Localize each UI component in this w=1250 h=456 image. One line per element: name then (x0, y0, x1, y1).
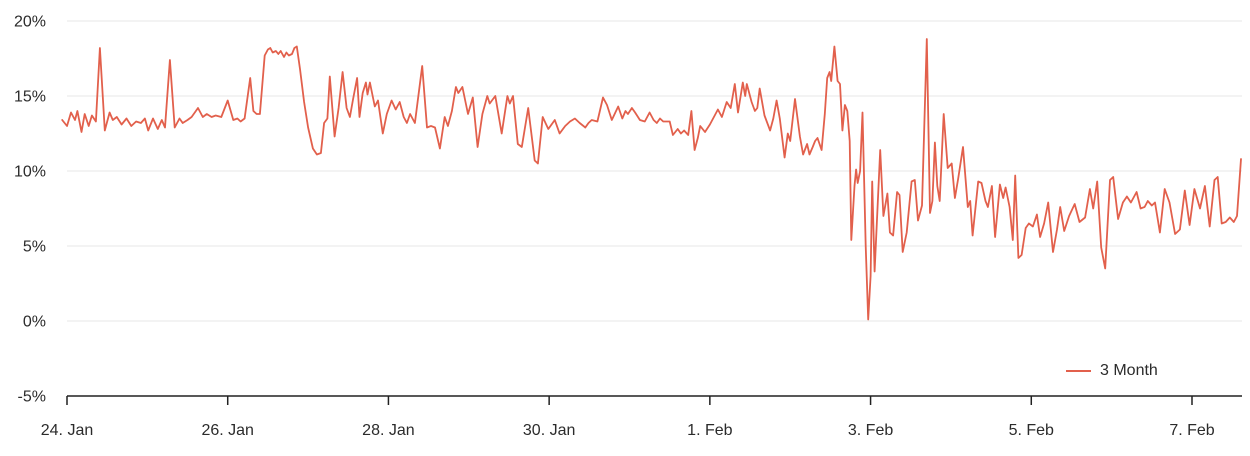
series-line-3-month[interactable] (61, 38, 1242, 321)
y-axis-label-10%: 10% (14, 164, 46, 181)
x-axis-label-30. Jan: 30. Jan (523, 422, 575, 439)
x-axis-label-3. Feb: 3. Feb (848, 422, 893, 439)
y-axis-label-20%: 20% (14, 14, 46, 31)
x-axis-label-26. Jan: 26. Jan (201, 422, 253, 439)
y-axis-label-5%: 5% (23, 239, 46, 256)
x-axis-label-24. Jan: 24. Jan (41, 422, 93, 439)
y-axis-label-0%: 0% (23, 314, 46, 331)
x-axis-label-28. Jan: 28. Jan (362, 422, 414, 439)
y-axis-label-15%: 15% (14, 89, 46, 106)
x-axis-label-7. Feb: 7. Feb (1169, 422, 1214, 439)
x-axis-label-1. Feb: 1. Feb (687, 422, 732, 439)
y-axis-label--5%: -5% (18, 389, 46, 406)
legend-line-icon (1066, 370, 1091, 372)
legend-label: 3 Month (1100, 362, 1158, 379)
x-axis-label-5. Feb: 5. Feb (1009, 422, 1054, 439)
legend-item-3-month[interactable]: 3 Month (1066, 361, 1158, 381)
